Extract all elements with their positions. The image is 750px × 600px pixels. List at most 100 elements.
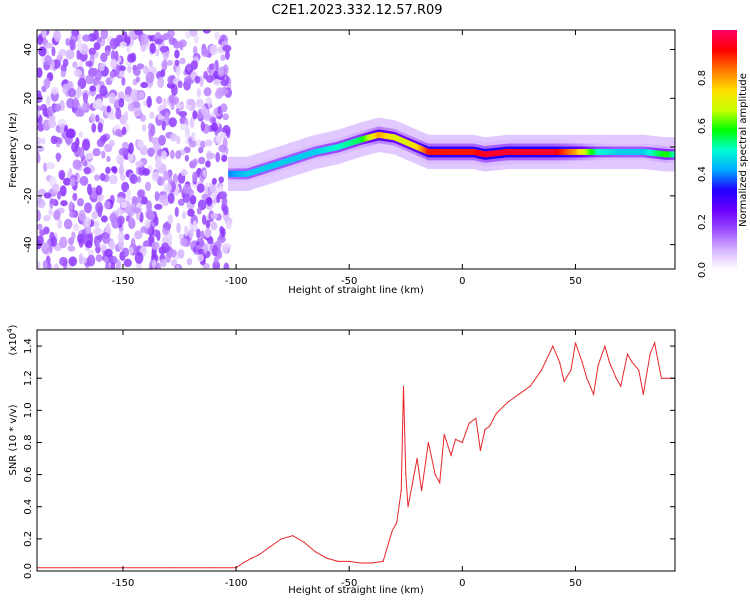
ridge-cell [476, 149, 479, 156]
snr-point [631, 361, 633, 363]
noise-cell [160, 242, 170, 253]
ridge-cell [361, 136, 365, 143]
noise-cell [66, 97, 75, 109]
noise-cell [60, 200, 68, 207]
ridge-cell [615, 149, 618, 155]
ridge-cell [641, 149, 645, 155]
colorbar-tick-label: 0.8 [697, 70, 708, 86]
ridge-cell [572, 149, 575, 155]
ridge-cell [438, 149, 441, 155]
ridge-cell [478, 150, 482, 157]
ridge-cell [297, 154, 301, 161]
ridge-cell [237, 170, 241, 177]
ridge-cell [428, 149, 432, 155]
ridge-cell [290, 156, 294, 163]
ridge-cell [576, 149, 579, 155]
noise-cell [100, 30, 109, 40]
snr-point [597, 364, 599, 366]
snr-line [37, 341, 675, 569]
snr-point [506, 401, 509, 403]
ridge-cell [345, 141, 348, 148]
noise-cell [132, 67, 141, 76]
noise-cell [192, 158, 198, 166]
ridge-cell [562, 149, 565, 155]
ridge-cell [629, 149, 632, 155]
noise-cell [154, 216, 159, 227]
noise-cell [196, 228, 201, 239]
snr-scale-prefix: (x10 [8, 333, 19, 356]
ridge-cell [442, 149, 445, 155]
noise-cell [128, 142, 134, 155]
ridge-cell [530, 149, 533, 155]
noise-cell [175, 150, 182, 160]
noise-cell [37, 151, 40, 164]
ridge-cell [505, 149, 508, 155]
ridge-cell [289, 156, 292, 163]
noise-cell [71, 231, 76, 240]
ridge-cell [591, 149, 595, 155]
noise-cell [186, 258, 193, 266]
noise-cell [37, 105, 42, 112]
noise-cell [220, 54, 226, 61]
ridge-cell [232, 170, 235, 177]
noise-cell [99, 173, 106, 182]
noise-cell [210, 221, 218, 231]
ridge-cell [343, 141, 347, 148]
ridge-cell [598, 149, 601, 155]
ridge-cell [599, 149, 603, 155]
noise-cell [163, 183, 172, 193]
ridge-cell [668, 151, 671, 158]
noise-cell [62, 83, 68, 95]
noise-cell [174, 206, 179, 218]
y-tick-label: 1.2 [23, 370, 34, 386]
noise-cell [161, 60, 168, 70]
ridge-cell [640, 149, 643, 155]
y-tick-label: 1.4 [23, 338, 34, 354]
ridge-cell [473, 149, 476, 156]
noise-cell [188, 30, 198, 37]
ridge-cell [453, 149, 457, 155]
snr-point [396, 522, 398, 524]
noise-cell [52, 183, 60, 193]
noise-cell [88, 47, 96, 56]
ridge-cell [281, 159, 284, 166]
noise-cell [81, 102, 88, 111]
noise-cell [91, 210, 98, 220]
noise-cell [77, 77, 87, 90]
snr-point [242, 562, 244, 564]
noise-cell [53, 103, 62, 112]
ridge-cell [573, 149, 576, 155]
ridge-cell [630, 149, 634, 155]
ridge-cell [372, 133, 376, 139]
ridge-cell [247, 170, 251, 177]
ridge-cell [459, 149, 462, 155]
noise-cell [225, 49, 230, 60]
noise-cell [41, 30, 47, 39]
noise-cell [222, 44, 232, 52]
ridge-cell [274, 161, 277, 168]
noise-cell [110, 261, 116, 269]
ridge-cell [265, 164, 269, 171]
ridge-cell [425, 148, 429, 155]
ridge-cell [595, 149, 599, 155]
spectrogram-panel: -150 -100 -50 0 50 40 20 0 -20 -40 Height of str… [8, 29, 676, 296]
snr-point [488, 425, 491, 427]
snr-point [529, 385, 531, 387]
ridge-cell [331, 145, 334, 152]
noise-cell [95, 185, 103, 196]
ridge-cell [524, 149, 528, 155]
snr-point [479, 449, 482, 452]
spectrogram-heatmap [37, 30, 675, 269]
noise-cell [198, 156, 206, 165]
ridge-cell [583, 149, 586, 155]
snr-point [314, 551, 316, 553]
ridge-cell [396, 135, 400, 142]
ridge-cell [420, 146, 423, 152]
ridge-cell [414, 143, 418, 150]
noise-cell [190, 60, 198, 70]
snr-y-axis-label: SNR (10 * v/v) [8, 404, 19, 475]
noise-cell [150, 124, 156, 136]
noise-cell [48, 119, 57, 129]
noise-cell [180, 237, 188, 247]
ridge-cell [601, 149, 604, 155]
